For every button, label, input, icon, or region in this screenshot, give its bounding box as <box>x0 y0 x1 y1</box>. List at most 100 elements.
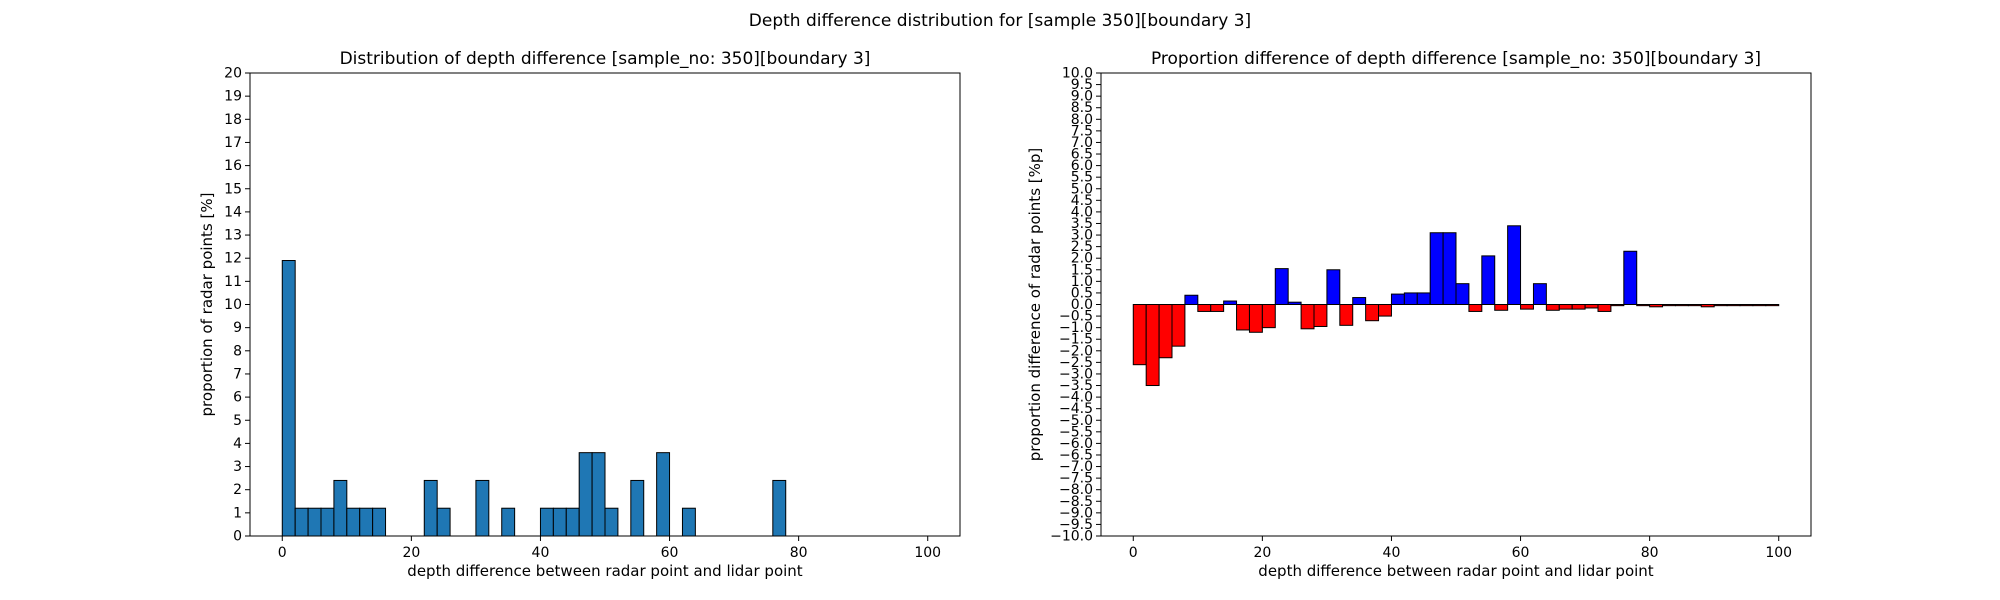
y-tick-label: 14 <box>224 204 242 220</box>
y-tick-label: −4.0 <box>1059 390 1093 406</box>
difference-bar-34 <box>1352 297 1367 305</box>
histogram-bar-24 <box>436 507 451 537</box>
y-tick-label: −1.5 <box>1059 332 1093 348</box>
y-tick-label: −6.5 <box>1059 447 1093 463</box>
chart-proportion-difference: Proportion difference of depth differenc… <box>1026 49 1812 580</box>
histogram-bar-4 <box>307 507 322 537</box>
y-tick-label: 20 <box>224 66 242 82</box>
chart-proportion-difference-ylabel: proportion difference of radar points [%… <box>1026 148 1044 462</box>
difference-bar-72 <box>1597 304 1612 312</box>
difference-bar-42 <box>1403 292 1418 305</box>
difference-bar-30 <box>1326 269 1341 305</box>
difference-bar-92 <box>1726 304 1741 307</box>
histogram-bar-54 <box>630 479 645 537</box>
chart-distribution-x-ticks: 0 20 40 60 80 100 <box>278 536 941 561</box>
difference-bar-76 <box>1623 250 1638 306</box>
y-tick-label: 8.0 <box>1071 112 1093 128</box>
histogram-bar-42 <box>552 507 567 537</box>
y-tick-label: −2.0 <box>1059 343 1093 359</box>
x-tick-label: 100 <box>1765 545 1792 561</box>
y-tick-label: −0.5 <box>1059 309 1093 325</box>
difference-bar-24 <box>1287 301 1302 305</box>
difference-bar-44 <box>1416 292 1431 305</box>
histogram-bar-14 <box>372 507 387 537</box>
difference-bar-90 <box>1713 304 1728 307</box>
y-tick-label: −4.5 <box>1059 401 1093 417</box>
x-tick-label: 60 <box>1512 545 1530 561</box>
y-tick-label: 11 <box>224 274 242 290</box>
figure-suptitle: Depth difference distribution for [sampl… <box>749 11 1251 31</box>
histogram-bar-0 <box>281 260 296 537</box>
difference-bar-28 <box>1313 304 1328 327</box>
x-tick-label: 100 <box>914 545 941 561</box>
chart-proportion-difference-axes-frame <box>1100 72 1812 537</box>
x-tick-label: 0 <box>1129 545 1138 561</box>
difference-bar-36 <box>1365 304 1380 322</box>
y-tick-label: 2.5 <box>1071 239 1093 255</box>
y-tick-label: 1.5 <box>1071 262 1093 278</box>
y-tick-label: 4.5 <box>1071 193 1093 209</box>
histogram-bar-58 <box>656 452 671 537</box>
y-tick-label: 9.0 <box>1071 89 1093 105</box>
chart-proportion-difference-title: Proportion difference of depth differenc… <box>1151 49 1761 69</box>
difference-bar-20 <box>1261 304 1276 329</box>
y-tick-label: 2 <box>233 482 242 498</box>
difference-bar-10 <box>1197 304 1212 312</box>
difference-bar-66 <box>1558 304 1573 310</box>
chart-distribution-bars <box>281 260 787 537</box>
y-tick-label: 19 <box>224 89 242 105</box>
difference-bar-58 <box>1507 225 1522 305</box>
y-tick-label: 8.5 <box>1071 100 1093 116</box>
y-tick-label: −3.0 <box>1059 366 1093 382</box>
histogram-bar-48 <box>591 452 606 537</box>
x-tick-label: 20 <box>1253 545 1271 561</box>
y-tick-label: 18 <box>224 112 242 128</box>
y-tick-label: 7.5 <box>1071 123 1093 139</box>
difference-bar-50 <box>1455 283 1470 306</box>
chart-proportion-difference-xlabel: depth difference between radar point and… <box>1258 562 1654 580</box>
chart-proportion-difference-x-ticks: 0 20 40 60 80 100 <box>1129 536 1792 561</box>
y-tick-label: −3.5 <box>1059 378 1093 394</box>
y-tick-label: 12 <box>224 251 242 267</box>
y-tick-label: 4 <box>233 436 242 452</box>
y-tick-label: 16 <box>224 158 242 174</box>
difference-bar-84 <box>1674 304 1689 307</box>
histogram-bar-50 <box>604 507 619 537</box>
histogram-bar-62 <box>681 507 696 537</box>
histogram-bar-10 <box>346 507 361 537</box>
y-tick-label: 0 <box>233 529 242 545</box>
difference-bar-96 <box>1752 304 1767 307</box>
difference-bar-2 <box>1145 304 1160 387</box>
x-tick-label: 40 <box>1383 545 1401 561</box>
y-tick-label: 0.0 <box>1071 297 1093 313</box>
difference-bar-78 <box>1636 304 1651 307</box>
difference-bar-46 <box>1429 232 1444 305</box>
difference-bar-26 <box>1300 304 1315 330</box>
y-tick-label: 1 <box>233 505 242 521</box>
y-tick-label: −8.0 <box>1059 482 1093 498</box>
difference-bar-6 <box>1171 304 1186 347</box>
difference-bar-48 <box>1442 232 1457 305</box>
y-tick-label: 6.0 <box>1071 158 1093 174</box>
difference-bar-22 <box>1274 268 1289 305</box>
difference-bar-60 <box>1520 304 1534 310</box>
y-tick-label: 9 <box>233 320 242 336</box>
chart-distribution-xlabel: depth difference between radar point and… <box>407 562 803 580</box>
chart-distribution-axes-frame <box>249 72 961 537</box>
chart-distribution-ylabel: proportion of radar points [%] <box>198 193 216 417</box>
y-tick-label: −9.5 <box>1059 517 1093 533</box>
difference-bar-80 <box>1649 304 1664 308</box>
difference-bar-14 <box>1223 300 1238 305</box>
histogram-bar-34 <box>501 507 516 537</box>
y-tick-label: −7.5 <box>1059 471 1093 487</box>
y-tick-label: −6.0 <box>1059 436 1093 452</box>
y-tick-label: −5.5 <box>1059 424 1093 440</box>
histogram-bar-22 <box>423 479 438 537</box>
y-tick-label: −9.0 <box>1059 505 1093 521</box>
y-tick-label: −1.0 <box>1059 320 1093 336</box>
histogram-bar-2 <box>294 507 309 537</box>
y-tick-label: 4.0 <box>1071 204 1093 220</box>
